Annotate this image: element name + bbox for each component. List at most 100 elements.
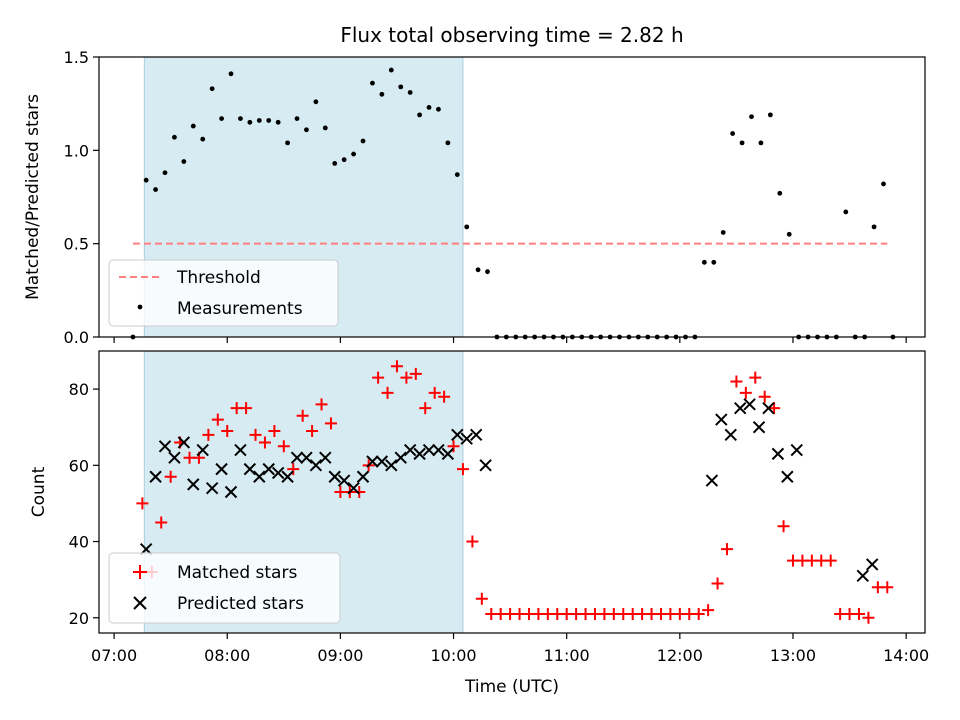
predicted-star-point — [403, 443, 417, 457]
predicted-star-point — [196, 443, 209, 457]
matched-star-point — [268, 425, 281, 438]
matched-star-point — [306, 425, 319, 438]
matched-star-point — [296, 409, 309, 422]
predicted-star-point — [243, 462, 257, 476]
predicted-star-point — [224, 485, 238, 499]
matched-star-point — [749, 371, 762, 384]
predicted-star-point — [356, 470, 370, 483]
matched-star-point — [324, 417, 337, 430]
measurement-point — [351, 151, 356, 157]
top-panel-ylabel: Matched/Predicted stars — [23, 94, 43, 300]
measurement-point — [209, 86, 215, 92]
predicted-star-point — [752, 421, 766, 434]
measurement-point — [388, 67, 394, 73]
predicted-star-point — [432, 443, 445, 457]
measurement-point — [379, 91, 385, 97]
top-panel: 0.0 0.5 1.0 1.5 Matched/Predicted stars Thr… — [23, 48, 926, 347]
x-tick-label: 07:00 — [91, 646, 137, 665]
predicted-star-point — [865, 558, 879, 571]
measurement-point — [407, 90, 413, 95]
measurement-point — [436, 106, 441, 112]
top-panel-marks — [130, 67, 896, 340]
predicted-star-point — [328, 470, 341, 483]
matched-star-point — [277, 440, 290, 453]
matched-star-point — [730, 375, 743, 388]
matched-star-point — [315, 398, 328, 411]
matched-star-point — [824, 554, 837, 567]
predicted-star-point — [451, 428, 464, 442]
matched-star-point — [702, 604, 715, 617]
legend-predicted-label: Predicted stars — [177, 594, 304, 614]
predicted-star-point — [168, 451, 181, 464]
predicted-star-point — [743, 398, 756, 411]
matched-star-point — [353, 486, 366, 498]
measurement-point — [777, 190, 783, 196]
predicted-star-point — [262, 462, 275, 476]
measurement-point — [749, 114, 754, 120]
predicted-star-point — [762, 401, 775, 415]
top-legend-box — [108, 259, 339, 327]
y-tick-label: 20 — [69, 609, 89, 628]
measurement-point — [256, 118, 262, 123]
matched-star-point — [202, 428, 215, 441]
bottom-panel-marks — [136, 360, 894, 624]
measurement-point — [720, 230, 726, 235]
measurement-point — [370, 80, 375, 86]
predicted-star-point — [733, 401, 747, 415]
measurement-point — [417, 112, 422, 118]
legend-predicted-swatch — [133, 596, 147, 610]
bottom-legend: Matched stars Predicted stars — [108, 552, 341, 624]
matched-star-point — [447, 440, 460, 453]
measurement-point — [758, 140, 764, 146]
predicted-star-point — [469, 428, 483, 442]
bottom-panel-axes: 20 40 60 80 07:00 08:00 09:00 10:00 11:00 12:00 13… — [69, 380, 930, 665]
predicted-star-point — [479, 459, 492, 472]
matched-star-point — [240, 402, 253, 415]
measurement-point — [341, 157, 347, 163]
measurement-point — [162, 170, 168, 176]
predicted-star-point — [215, 462, 228, 476]
predicted-star-point — [234, 443, 247, 457]
y-tick-label: 0.0 — [64, 328, 89, 347]
legend-threshold-label: Threshold — [176, 268, 261, 288]
measurement-point — [172, 134, 177, 140]
y-tick-label: 80 — [69, 380, 89, 399]
measurement-point — [332, 161, 338, 166]
predicted-star-point — [347, 481, 360, 495]
matched-star-point — [881, 581, 894, 594]
matched-star-point — [221, 425, 234, 438]
top-legend: Threshold Measurements — [108, 259, 339, 327]
x-tick-label: 11:00 — [544, 646, 590, 665]
predicted-star-point — [715, 413, 728, 426]
measurement-point — [190, 123, 196, 129]
matched-star-point — [768, 402, 781, 415]
predicted-star-point — [460, 432, 473, 445]
predicted-star-point — [790, 443, 803, 457]
legend-matched-swatch — [133, 565, 147, 579]
measurement-point — [238, 116, 243, 121]
measurement-point — [143, 177, 149, 183]
matched-star-point — [438, 390, 451, 403]
predicted-star-point — [441, 447, 455, 461]
x-tick-label: 13:00 — [770, 646, 816, 665]
measurement-point — [475, 267, 481, 273]
matched-star-point — [711, 577, 724, 590]
matched-star-point — [390, 360, 403, 373]
matched-star-point — [155, 516, 168, 529]
measurement-point — [701, 259, 707, 265]
predicted-star-point — [271, 466, 285, 480]
matched-star-point — [720, 543, 733, 556]
measurement-point — [730, 131, 736, 136]
matched-star-point — [419, 402, 432, 415]
predicted-star-point — [177, 436, 191, 449]
measurement-point — [228, 71, 234, 77]
predicted-star-point — [187, 478, 200, 491]
matched-star-point — [739, 386, 752, 399]
predicted-star-point — [309, 459, 323, 472]
measurement-point — [294, 116, 300, 121]
top-panel-axes: 0.0 0.5 1.0 1.5 — [64, 48, 907, 347]
measurement-point — [219, 116, 224, 121]
measurement-point — [304, 127, 309, 133]
measurement-point — [360, 138, 366, 144]
measurement-point — [313, 99, 319, 105]
